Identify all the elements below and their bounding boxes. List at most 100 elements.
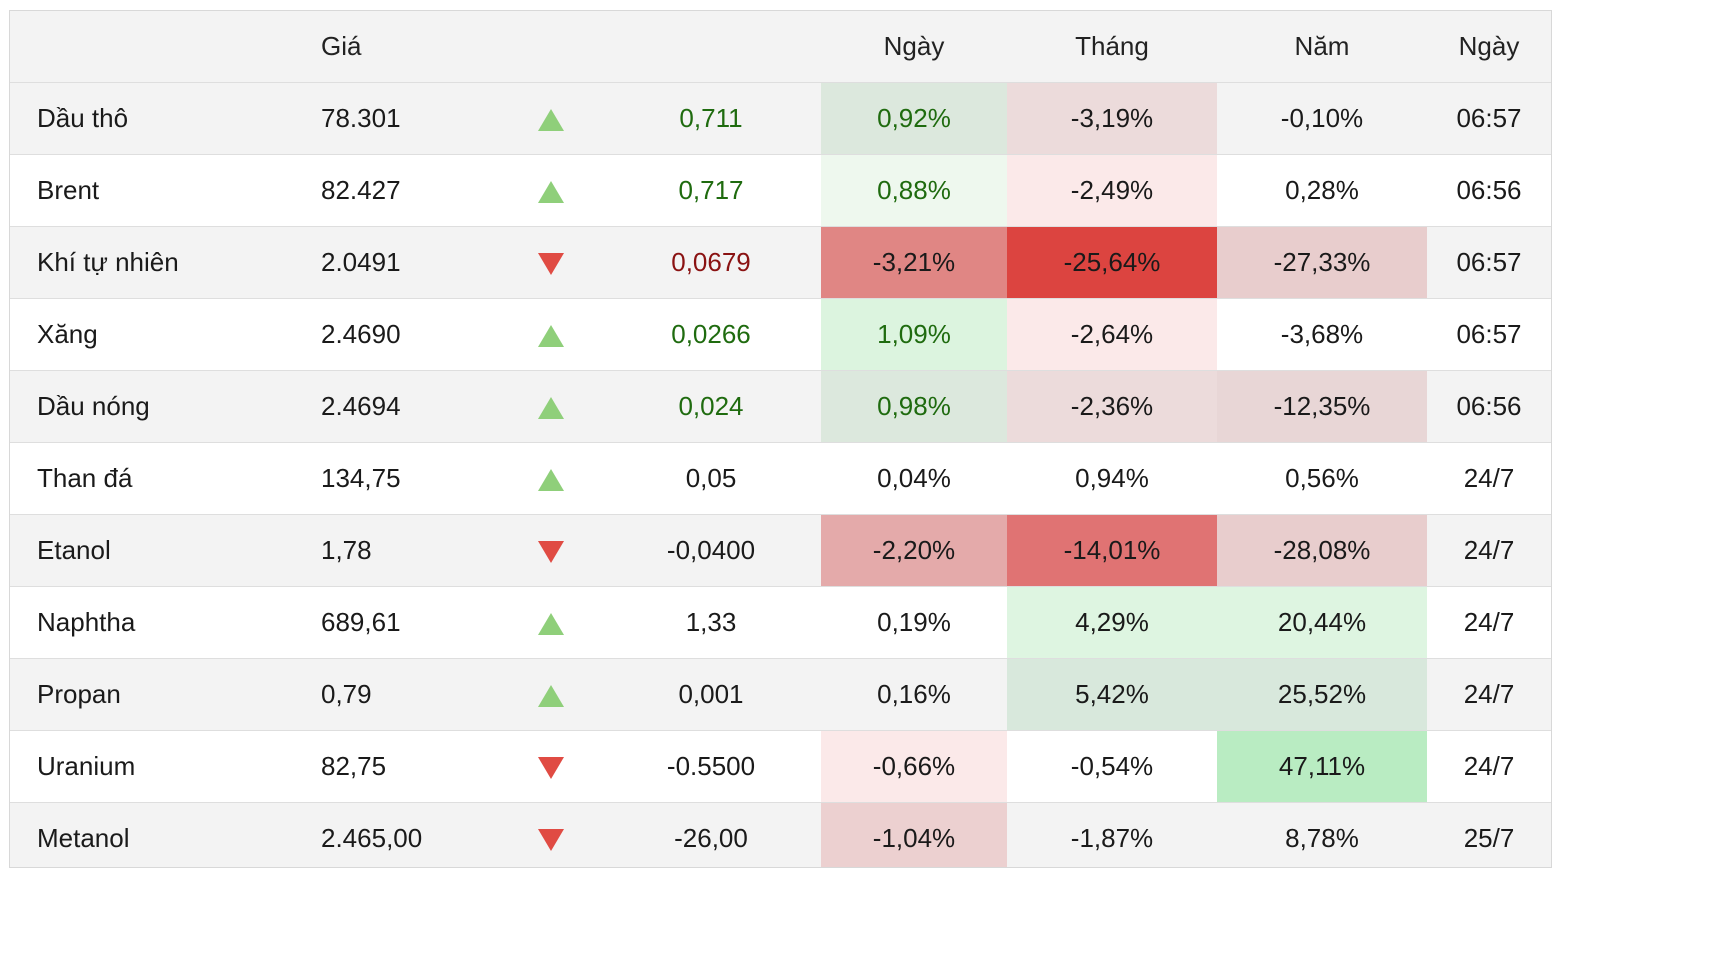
price-value: 82.427: [321, 154, 501, 227]
trend-cell: [501, 658, 601, 731]
day-percent: 0,88%: [821, 154, 1007, 227]
change-value: 0,717: [601, 154, 821, 227]
change-value: 1,33: [601, 586, 821, 659]
year-percent: 0,28%: [1217, 154, 1427, 227]
day-percent: 0,04%: [821, 442, 1007, 515]
year-percent: -0,10%: [1217, 82, 1427, 155]
table-row[interactable]: Dầu thô 78.301 0,711 0,92% -3,19% -0,10% 06:57: [10, 82, 1551, 155]
month-percent: -0,54%: [1007, 730, 1217, 803]
commodity-name[interactable]: Dầu nóng: [10, 370, 321, 443]
update-time: 24/7: [1427, 658, 1551, 731]
header-price[interactable]: Giá: [321, 11, 501, 83]
change-value: 0,0266: [601, 298, 821, 371]
trend-cell: [501, 442, 601, 515]
change-value: 0,05: [601, 442, 821, 515]
update-time: 06:56: [1427, 370, 1551, 443]
day-percent: 0,19%: [821, 586, 1007, 659]
month-percent: -25,64%: [1007, 226, 1217, 299]
price-value: 2.4690: [321, 298, 501, 371]
trend-cell: [501, 154, 601, 227]
update-time: 24/7: [1427, 730, 1551, 803]
commodity-name[interactable]: Dầu thô: [10, 82, 321, 155]
day-percent: -2,20%: [821, 514, 1007, 587]
change-value: -0,0400: [601, 514, 821, 587]
commodity-name[interactable]: Metanol: [10, 802, 321, 867]
day-percent: 1,09%: [821, 298, 1007, 371]
header-change: [601, 11, 821, 83]
price-value: 1,78: [321, 514, 501, 587]
header-arrow: [501, 11, 601, 83]
table-row[interactable]: Naphtha 689,61 1,33 0,19% 4,29% 20,44% 24/7: [10, 586, 1551, 659]
up-arrow-icon: [538, 685, 564, 708]
commodity-name[interactable]: Etanol: [10, 514, 321, 587]
table-row[interactable]: Dầu nóng 2.4694 0,024 0,98% -2,36% -12,35% 06:…: [10, 370, 1551, 443]
year-percent: 0,56%: [1217, 442, 1427, 515]
month-percent: 0,94%: [1007, 442, 1217, 515]
commodity-name[interactable]: Uranium: [10, 730, 321, 803]
down-arrow-icon: [538, 541, 564, 564]
header-year[interactable]: Năm: [1217, 11, 1427, 83]
day-percent: -1,04%: [821, 802, 1007, 867]
price-value: 78.301: [321, 82, 501, 155]
commodity-name[interactable]: Propan: [10, 658, 321, 731]
header-name: [10, 11, 321, 83]
table-row[interactable]: Khí tự nhiên 2.0491 0,0679 -3,21% -25,64% -27…: [10, 226, 1551, 299]
month-percent: -14,01%: [1007, 514, 1217, 587]
trend-cell: [501, 514, 601, 587]
table-row[interactable]: Than đá 134,75 0,05 0,04% 0,94% 0,56% 24/7: [10, 442, 1551, 515]
up-arrow-icon: [538, 613, 564, 636]
year-percent: -27,33%: [1217, 226, 1427, 299]
energy-commodities-table: Giá Ngày Tháng Năm Ngày Dầu thô 78.301 0,7…: [10, 11, 1551, 867]
month-percent: -1,87%: [1007, 802, 1217, 867]
year-percent: 47,11%: [1217, 730, 1427, 803]
table-row[interactable]: Uranium 82,75 -0.5500 -0,66% -0,54% 47,11% 24/…: [10, 730, 1551, 803]
commodity-name[interactable]: Naphtha: [10, 586, 321, 659]
up-arrow-icon: [538, 469, 564, 492]
commodity-name[interactable]: Than đá: [10, 442, 321, 515]
commodity-table-frame: Giá Ngày Tháng Năm Ngày Dầu thô 78.301 0,7…: [9, 10, 1552, 868]
trend-cell: [501, 298, 601, 371]
year-percent: -28,08%: [1217, 514, 1427, 587]
commodity-name[interactable]: Khí tự nhiên: [10, 226, 321, 299]
table-row[interactable]: Propan 0,79 0,001 0,16% 5,42% 25,52% 24/7: [10, 658, 1551, 731]
price-value: 134,75: [321, 442, 501, 515]
header-month[interactable]: Tháng: [1007, 11, 1217, 83]
year-percent: -3,68%: [1217, 298, 1427, 371]
up-arrow-icon: [538, 109, 564, 132]
table-row[interactable]: Brent 82.427 0,717 0,88% -2,49% 0,28% 06:56: [10, 154, 1551, 227]
trend-cell: [501, 586, 601, 659]
down-arrow-icon: [538, 829, 564, 852]
update-time: 06:57: [1427, 226, 1551, 299]
table-row[interactable]: Metanol 2.465,00 -26,00 -1,04% -1,87% 8,78% 25…: [10, 802, 1551, 867]
month-percent: 4,29%: [1007, 586, 1217, 659]
down-arrow-icon: [538, 757, 564, 780]
trend-cell: [501, 370, 601, 443]
commodity-name[interactable]: Brent: [10, 154, 321, 227]
month-percent: -2,36%: [1007, 370, 1217, 443]
table-row[interactable]: Xăng 2.4690 0,0266 1,09% -2,64% -3,68% 06:57: [10, 298, 1551, 371]
up-arrow-icon: [538, 397, 564, 420]
day-percent: 0,98%: [821, 370, 1007, 443]
change-value: -26,00: [601, 802, 821, 867]
change-value: 0,0679: [601, 226, 821, 299]
update-time: 24/7: [1427, 514, 1551, 587]
table-row[interactable]: Etanol 1,78 -0,0400 -2,20% -14,01% -28,08% 24/…: [10, 514, 1551, 587]
header-day[interactable]: Ngày: [821, 11, 1007, 83]
trend-cell: [501, 82, 601, 155]
table-header-row: Giá Ngày Tháng Năm Ngày: [10, 11, 1551, 83]
year-percent: 8,78%: [1217, 802, 1427, 867]
change-value: 0,024: [601, 370, 821, 443]
trend-cell: [501, 226, 601, 299]
update-time: 25/7: [1427, 802, 1551, 867]
header-date[interactable]: Ngày: [1427, 11, 1551, 83]
year-percent: -12,35%: [1217, 370, 1427, 443]
trend-cell: [501, 802, 601, 867]
month-percent: -2,64%: [1007, 298, 1217, 371]
price-value: 2.465,00: [321, 802, 501, 867]
change-value: -0.5500: [601, 730, 821, 803]
month-percent: 5,42%: [1007, 658, 1217, 731]
up-arrow-icon: [538, 325, 564, 348]
commodity-name[interactable]: Xăng: [10, 298, 321, 371]
day-percent: -0,66%: [821, 730, 1007, 803]
update-time: 06:57: [1427, 298, 1551, 371]
